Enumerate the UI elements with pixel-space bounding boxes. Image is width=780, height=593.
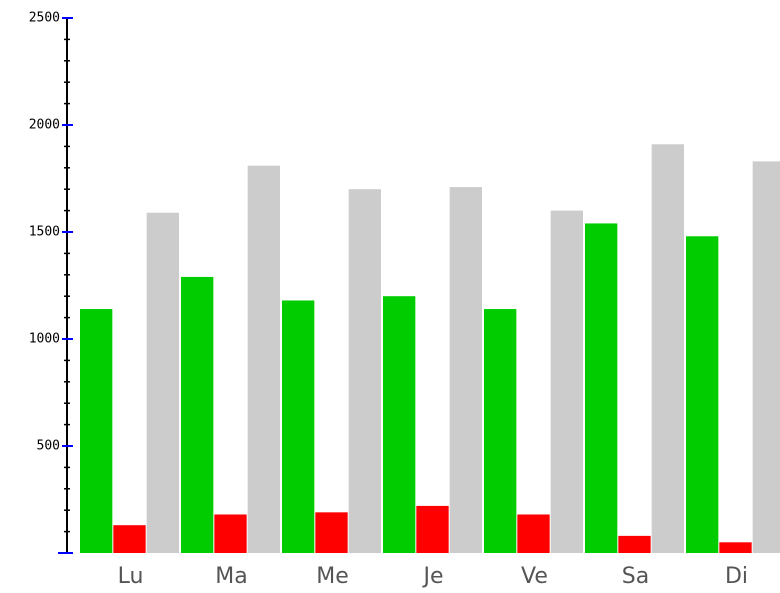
bar — [550, 210, 583, 553]
x-tick-label: Sa — [622, 564, 649, 589]
y-tick-label: 1500 — [29, 225, 60, 240]
y-tick-label: 1000 — [29, 332, 60, 347]
bar — [315, 512, 348, 553]
bar — [752, 161, 780, 553]
y-tick-label: 2500 — [29, 11, 60, 26]
x-tick-label: Ve — [521, 564, 548, 589]
bar — [80, 309, 113, 553]
x-tick-label: Je — [421, 564, 443, 589]
x-tick-label: Di — [725, 564, 748, 589]
bar — [719, 542, 752, 553]
bar — [618, 535, 651, 553]
x-tick-label: Lu — [118, 564, 144, 589]
bar — [416, 505, 449, 553]
bar — [651, 144, 684, 553]
bar — [181, 276, 214, 553]
bar — [449, 187, 482, 553]
y-tick-label: 2000 — [29, 118, 60, 133]
y-tick-label: 500 — [37, 439, 60, 454]
bar — [686, 236, 719, 553]
bar — [146, 212, 179, 554]
bar — [113, 525, 146, 553]
x-tick-label: Me — [316, 564, 349, 589]
x-tick-label: Ma — [215, 564, 247, 589]
bar — [247, 165, 280, 553]
bar — [484, 309, 517, 553]
bar — [214, 514, 247, 553]
bar — [282, 300, 315, 553]
bar — [517, 514, 550, 553]
bar — [585, 223, 618, 553]
bar — [383, 296, 416, 553]
bar — [348, 189, 381, 553]
